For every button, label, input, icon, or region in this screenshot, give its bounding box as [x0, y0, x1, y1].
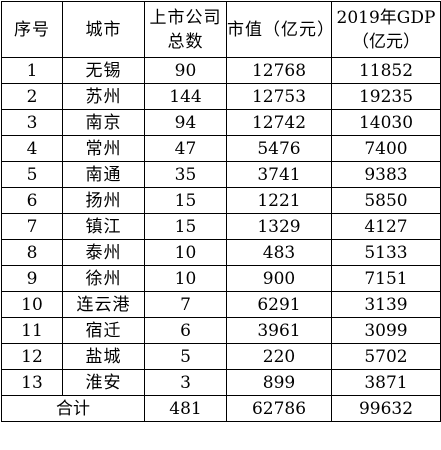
cell-rank: 4 [1, 135, 63, 162]
table-body: 1 无锡 90 12768 11852 2 苏州 144 12753 19235 3 南京 94 1274… [1, 57, 441, 396]
cell-market-cap: 12753 [226, 83, 332, 110]
cell-gdp: 11852 [331, 57, 441, 84]
cell-companies: 144 [144, 83, 227, 110]
cell-market-cap: 483 [226, 239, 332, 266]
cell-companies: 90 [144, 57, 227, 84]
cell-companies: 15 [144, 187, 227, 214]
cell-city: 常州 [62, 135, 145, 162]
cell-gdp: 3871 [331, 369, 441, 396]
cell-market-cap: 900 [226, 265, 332, 292]
cell-gdp: 7400 [331, 135, 441, 162]
cell-companies: 47 [144, 135, 227, 162]
cell-city: 连云港 [62, 291, 145, 318]
header-market-cap: 市值（亿元） [226, 1, 332, 58]
cell-market-cap: 3961 [226, 317, 332, 344]
cell-companies: 5 [144, 343, 227, 370]
cell-city: 南京 [62, 109, 145, 136]
table-row: 4 常州 47 5476 7400 [1, 135, 441, 162]
header-rank: 序号 [1, 1, 63, 58]
cell-gdp: 3099 [331, 317, 441, 344]
cell-city: 淮安 [62, 369, 145, 396]
cell-rank: 6 [1, 187, 63, 214]
table-row: 2 苏州 144 12753 19235 [1, 83, 441, 110]
cell-rank: 1 [1, 57, 63, 84]
cell-rank: 9 [1, 265, 63, 292]
cell-companies: 7 [144, 291, 227, 318]
cell-companies: 10 [144, 265, 227, 292]
cell-rank: 2 [1, 83, 63, 110]
cell-city: 扬州 [62, 187, 145, 214]
header-row: 序号 城市 上市公司总数 市值（亿元） 2019年GDP（亿元） [1, 1, 441, 58]
city-listed-companies-table: 序号 城市 上市公司总数 市值（亿元） 2019年GDP（亿元） 1 无锡 90 12… [1, 1, 441, 422]
cell-companies: 35 [144, 161, 227, 188]
table-row: 13 淮安 3 899 3871 [1, 369, 441, 396]
cell-gdp: 9383 [331, 161, 441, 188]
cell-city: 泰州 [62, 239, 145, 266]
cell-city: 宿迁 [62, 317, 145, 344]
cell-rank: 13 [1, 369, 63, 396]
cell-market-cap: 5476 [226, 135, 332, 162]
cell-market-cap: 6291 [226, 291, 332, 318]
cell-gdp: 3139 [331, 291, 441, 318]
table-row: 10 连云港 7 6291 3139 [1, 291, 441, 318]
header-gdp: 2019年GDP（亿元） [331, 1, 441, 58]
cell-companies: 6 [144, 317, 227, 344]
cell-gdp: 5702 [331, 343, 441, 370]
cell-city: 苏州 [62, 83, 145, 110]
cell-market-cap: 220 [226, 343, 332, 370]
cell-companies: 10 [144, 239, 227, 266]
table-row: 1 无锡 90 12768 11852 [1, 57, 441, 84]
cell-rank: 12 [1, 343, 63, 370]
cell-market-cap: 12768 [226, 57, 332, 84]
table-row: 11 宿迁 6 3961 3099 [1, 317, 441, 344]
table-row: 7 镇江 15 1329 4127 [1, 213, 441, 240]
total-row: 合计 481 62786 99632 [1, 395, 441, 422]
cell-companies: 94 [144, 109, 227, 136]
cell-city: 无锡 [62, 57, 145, 84]
table-row: 8 泰州 10 483 5133 [1, 239, 441, 266]
cell-gdp: 4127 [331, 213, 441, 240]
cell-rank: 5 [1, 161, 63, 188]
cell-rank: 3 [1, 109, 63, 136]
cell-market-cap: 3741 [226, 161, 332, 188]
table-header: 序号 城市 上市公司总数 市值（亿元） 2019年GDP（亿元） [1, 1, 441, 58]
header-companies: 上市公司总数 [144, 1, 227, 58]
cell-city: 南通 [62, 161, 145, 188]
total-companies: 481 [144, 395, 227, 422]
total-label: 合计 [1, 395, 145, 422]
cell-gdp: 14030 [331, 109, 441, 136]
cell-city: 镇江 [62, 213, 145, 240]
table-row: 12 盐城 5 220 5702 [1, 343, 441, 370]
cell-rank: 11 [1, 317, 63, 344]
table-row: 5 南通 35 3741 9383 [1, 161, 441, 188]
cell-market-cap: 1221 [226, 187, 332, 214]
cell-gdp: 7151 [331, 265, 441, 292]
table-row: 9 徐州 10 900 7151 [1, 265, 441, 292]
cell-rank: 10 [1, 291, 63, 318]
header-city: 城市 [62, 1, 145, 58]
cell-market-cap: 12742 [226, 109, 332, 136]
cell-gdp: 5850 [331, 187, 441, 214]
cell-gdp: 19235 [331, 83, 441, 110]
cell-market-cap: 899 [226, 369, 332, 396]
table-row: 3 南京 94 12742 14030 [1, 109, 441, 136]
cell-city: 徐州 [62, 265, 145, 292]
cell-rank: 7 [1, 213, 63, 240]
cell-companies: 15 [144, 213, 227, 240]
cell-market-cap: 1329 [226, 213, 332, 240]
cell-companies: 3 [144, 369, 227, 396]
total-gdp: 99632 [331, 395, 441, 422]
cell-city: 盐城 [62, 343, 145, 370]
table-row: 6 扬州 15 1221 5850 [1, 187, 441, 214]
cell-gdp: 5133 [331, 239, 441, 266]
table-footer: 合计 481 62786 99632 [1, 395, 441, 422]
cell-rank: 8 [1, 239, 63, 266]
total-market-cap: 62786 [226, 395, 332, 422]
